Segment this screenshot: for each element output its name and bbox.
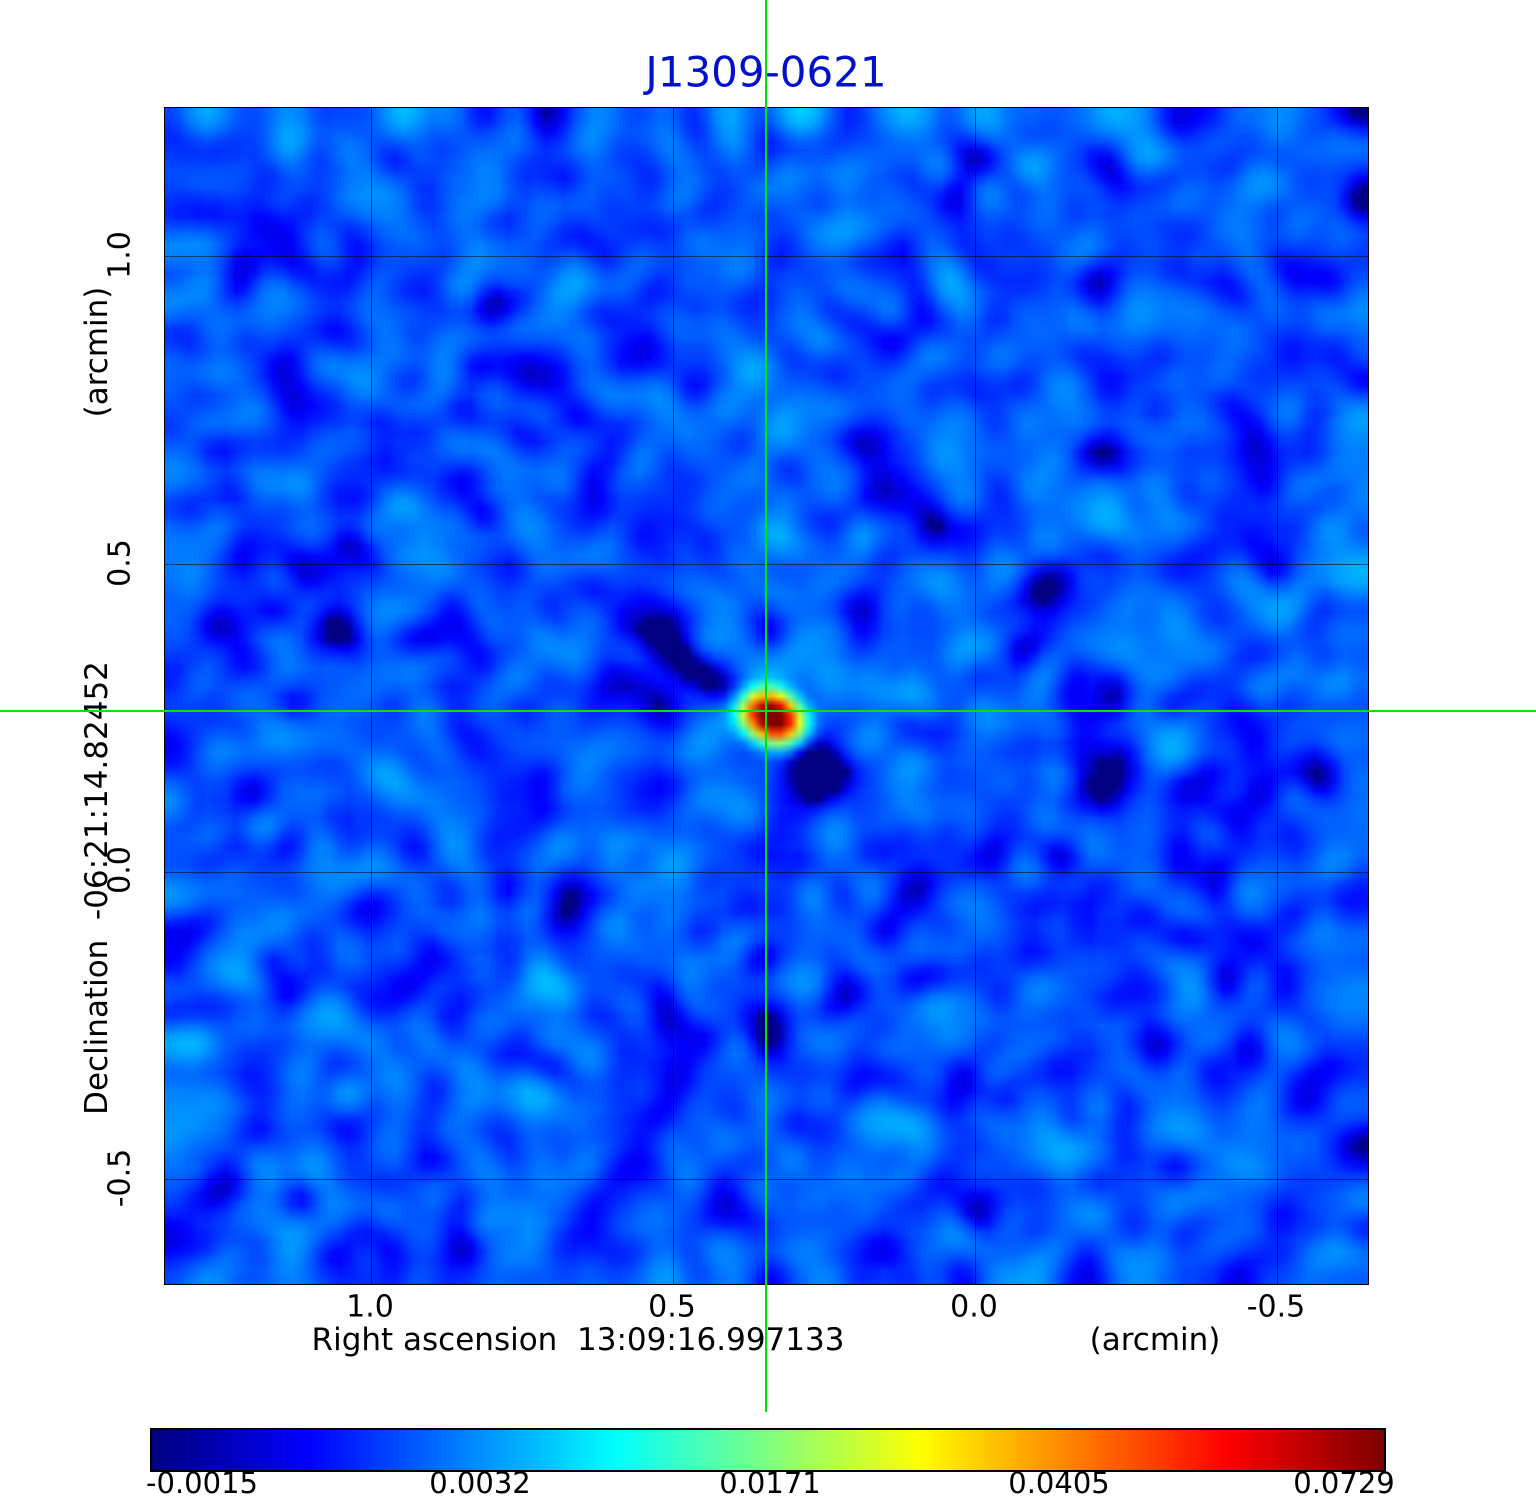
y-tick-label: -0.5	[102, 1148, 138, 1208]
y-axis-label: Declination -06:21:14.82452	[79, 661, 115, 1115]
x-tick-label: 0.5	[648, 1289, 696, 1325]
colorbar-canvas	[152, 1430, 1384, 1470]
crosshair-vertical-line	[765, 0, 767, 1412]
colorbar-tick-label: 0.0729	[1293, 1466, 1395, 1500]
colorbar-tick-label: 0.0171	[719, 1466, 821, 1500]
x-tick-label: 1.0	[346, 1289, 394, 1325]
gridline-vertical	[975, 108, 976, 1284]
colorbar-tick-label: 0.0032	[429, 1466, 531, 1500]
y-axis-unit-label: (arcmin)	[79, 286, 115, 418]
crosshair-horizontal-line	[0, 710, 1536, 712]
x-tick-label: 0.0	[950, 1289, 998, 1325]
gridline-vertical	[673, 108, 674, 1284]
gridline-vertical	[371, 108, 372, 1284]
colorbar-tick-label: -0.0015	[146, 1466, 258, 1500]
gridline-vertical	[1277, 108, 1278, 1284]
colorbar-tick-label: 0.0405	[1008, 1466, 1110, 1500]
x-axis-label: Right ascension 13:09:16.997133	[311, 1322, 845, 1358]
y-tick-label: 1.0	[102, 231, 138, 279]
x-tick-label: -0.5	[1246, 1289, 1306, 1325]
colorbar	[150, 1428, 1386, 1472]
x-axis-unit-label: (arcmin)	[1089, 1322, 1221, 1358]
y-tick-label: 0.5	[102, 539, 138, 587]
